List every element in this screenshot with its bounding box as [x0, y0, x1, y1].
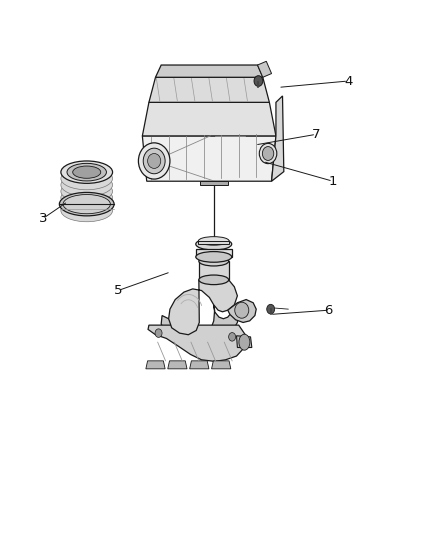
Polygon shape	[272, 96, 284, 181]
Ellipse shape	[198, 237, 229, 245]
Ellipse shape	[148, 154, 161, 168]
Ellipse shape	[61, 193, 113, 215]
Polygon shape	[190, 361, 209, 369]
Polygon shape	[146, 361, 165, 369]
Ellipse shape	[196, 238, 232, 250]
Polygon shape	[169, 280, 237, 335]
Circle shape	[229, 333, 236, 341]
Polygon shape	[149, 77, 269, 102]
Polygon shape	[200, 181, 228, 185]
Ellipse shape	[61, 180, 113, 203]
Ellipse shape	[61, 161, 113, 183]
Text: 3: 3	[39, 212, 47, 225]
Polygon shape	[155, 65, 263, 77]
Polygon shape	[196, 249, 232, 257]
Ellipse shape	[143, 148, 165, 174]
Circle shape	[267, 304, 275, 314]
Text: 7: 7	[312, 128, 321, 141]
Text: 4: 4	[344, 75, 353, 87]
Ellipse shape	[60, 192, 114, 216]
Polygon shape	[212, 361, 231, 369]
Ellipse shape	[61, 174, 113, 196]
Polygon shape	[148, 325, 245, 361]
Ellipse shape	[199, 275, 229, 285]
Text: 5: 5	[114, 284, 123, 297]
Ellipse shape	[239, 334, 250, 350]
Polygon shape	[199, 261, 229, 280]
Ellipse shape	[61, 199, 113, 222]
Ellipse shape	[63, 195, 110, 214]
Text: 6: 6	[324, 304, 333, 317]
Polygon shape	[198, 241, 229, 244]
Ellipse shape	[196, 252, 232, 262]
Ellipse shape	[138, 143, 170, 179]
Polygon shape	[228, 300, 256, 322]
Ellipse shape	[61, 187, 113, 209]
Polygon shape	[237, 336, 252, 348]
Polygon shape	[258, 61, 272, 77]
Ellipse shape	[259, 143, 277, 164]
Text: 1: 1	[328, 175, 337, 188]
Ellipse shape	[235, 302, 249, 318]
Ellipse shape	[199, 256, 229, 266]
Circle shape	[254, 76, 263, 86]
Ellipse shape	[61, 167, 113, 190]
Polygon shape	[168, 361, 187, 369]
Polygon shape	[142, 136, 276, 181]
Ellipse shape	[73, 166, 101, 178]
Ellipse shape	[262, 147, 274, 160]
Ellipse shape	[67, 163, 106, 181]
Circle shape	[155, 329, 162, 337]
Polygon shape	[142, 102, 276, 136]
Polygon shape	[161, 304, 239, 344]
